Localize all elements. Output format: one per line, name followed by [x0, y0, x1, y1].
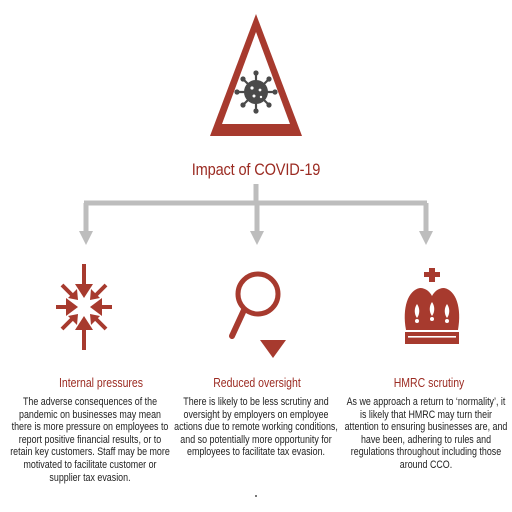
column-text-hmrc-scrutiny: As we approach a return to ‘normality’, …: [344, 396, 508, 471]
column-title-reduced-oversight: Reduced oversight: [213, 376, 301, 390]
crown-icon: [404, 268, 460, 344]
column-title-hmrc-scrutiny: HMRC scrutiny: [393, 376, 465, 390]
arrowhead-left: [79, 231, 93, 245]
decorative-dot: [255, 495, 257, 497]
diagram-title: Impact of COVID-19: [191, 160, 321, 179]
column-text-reduced-oversight: There is likely to be less scrutiny and …: [174, 396, 338, 459]
magnifying-glass-down-icon: [229, 271, 286, 358]
column-text-internal-pressures: The adverse consequences of the pandemic…: [10, 396, 170, 484]
warning-triangle-virus-icon: [210, 14, 302, 136]
column-title-internal-pressures: Internal pressures: [58, 376, 144, 390]
arrowhead-right: [419, 231, 433, 245]
arrowhead-center: [250, 231, 264, 245]
inward-arrows-icon: [56, 264, 112, 350]
